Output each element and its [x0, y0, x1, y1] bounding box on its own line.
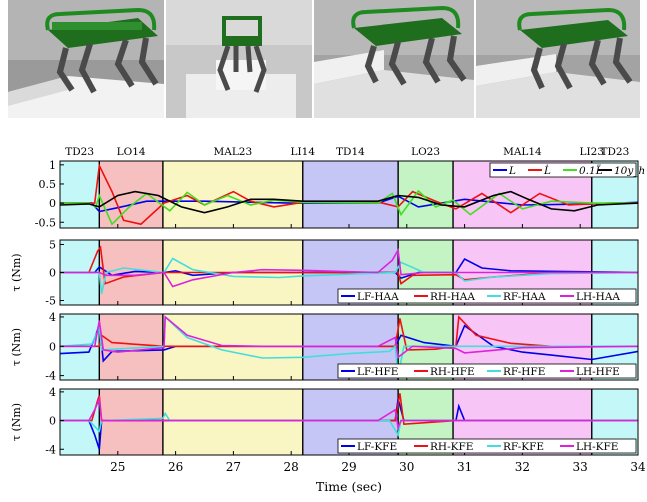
robot-on-step-image-3 [314, 0, 474, 118]
legend-label: LF-KFE [357, 441, 397, 453]
phase-label: LO23 [411, 146, 440, 158]
x-tick-label: 27 [226, 460, 241, 474]
y-tick-label: -0.5 [35, 216, 56, 229]
phase-band [60, 389, 100, 455]
y-tick-label: 0 [49, 415, 56, 428]
legend-label: L [508, 165, 516, 177]
legend-label: RF-HFE [503, 366, 545, 378]
legend-label: LF-HAA [357, 291, 399, 303]
subplot-2: -5 0 5 τ (Nm) LF-HAA RH-HAA RF-HAA LH-HAA [10, 238, 639, 308]
legend-label: LH-KFE [576, 441, 618, 453]
legend-label: RH-HFE [430, 366, 475, 378]
x-tick-label: 25 [110, 460, 125, 474]
series-line [60, 189, 638, 226]
y-tick-label: -5 [45, 295, 56, 308]
robot-on-step-image-2 [166, 0, 312, 118]
robot-snapshots [8, 0, 640, 118]
phase-band [162, 161, 303, 228]
snapshot-3 [314, 0, 474, 118]
legend-label: LF-HFE [357, 366, 398, 378]
y-tick-label: 1 [49, 159, 56, 172]
y-tick-label: 0 [49, 340, 56, 353]
series-line [60, 411, 638, 438]
phase-label: TD23 [65, 146, 94, 158]
y-tick-label: 0 [49, 197, 56, 210]
x-tick-label: 34 [630, 460, 646, 474]
legend: LF-KFE RH-KFE RF-KFE LH-KFE [337, 438, 637, 454]
series-line [60, 315, 638, 351]
robot-on-step-image-4 [476, 0, 640, 118]
x-tick-label: 29 [341, 460, 356, 474]
phase-band [398, 161, 454, 228]
legend-label: LH-HAA [576, 291, 620, 303]
legend-label: RF-HAA [503, 291, 546, 303]
robot-on-step-image-1 [8, 0, 164, 118]
series-line [60, 257, 639, 294]
phase-label: TD14 [336, 146, 365, 158]
y-tick-label: 5 [49, 238, 56, 251]
subplot-1: -0.5 0 0.5 1 L L̇ 0.1L̈ 10y_h [35, 159, 646, 229]
snapshot-4 [476, 0, 640, 118]
legend-label: 0.1L̈ [579, 164, 603, 177]
y-tick-label: -4 [45, 370, 56, 383]
phase-label: MAL23 [213, 146, 252, 158]
series-line [59, 190, 639, 214]
series-line [60, 395, 638, 431]
legend-label: LH-HFE [576, 366, 620, 378]
phase-band [162, 389, 303, 455]
legend-label: RH-KFE [430, 441, 473, 453]
y-tick-label: -4 [45, 443, 56, 456]
phase-band [99, 389, 163, 455]
legend-label: RH-HAA [430, 291, 475, 303]
x-tick-label: 31 [457, 460, 472, 474]
x-tick-label: 28 [284, 460, 299, 474]
phase-band [302, 161, 399, 228]
legend-label: 10y_h [614, 165, 645, 177]
x-tick-label: 30 [399, 460, 414, 474]
y-axis-label: τ (Nm) [10, 328, 23, 366]
x-axis-label: Time (sec) [316, 479, 382, 494]
y-tick-label: 0.5 [39, 178, 57, 191]
subplot-4: -4 0 4 τ (Nm) LF-KFE RH-KFE RF-KFE LH-KFE [10, 386, 639, 456]
phase-label: TD23 [600, 146, 629, 158]
torque-momentum-chart: TD23 LO14 MAL23 LI14 TD14 LO23 MAL14 LI23TD23-0… [10, 146, 646, 494]
snapshot-1 [8, 0, 164, 118]
y-tick-label: 0 [49, 267, 56, 280]
legend: LF-HAA RH-HAA RF-HAA LH-HAA [337, 288, 637, 304]
phase-label: LI14 [291, 146, 316, 158]
y-axis-label: τ (Nm) [10, 403, 23, 441]
x-tick-label: 26 [168, 460, 183, 474]
legend-label: RF-KFE [503, 441, 544, 453]
legend: L L̇ 0.1L̈ 10y_h [489, 162, 645, 178]
snapshot-2 [166, 0, 312, 118]
subplot-3: -4 0 4 τ (Nm) LF-HFE RH-HFE RF-HFE LH-HFE [10, 311, 639, 383]
phase-label: LO14 [117, 146, 146, 158]
series-line [60, 315, 639, 359]
x-tick-label: 33 [573, 460, 588, 474]
legend: LF-HFE RH-HFE RF-HFE LH-HFE [337, 363, 637, 379]
series-line [59, 315, 638, 376]
y-tick-label: 4 [49, 311, 56, 324]
phase-label: MAL14 [503, 146, 542, 158]
y-tick-label: 4 [49, 386, 56, 399]
series-line [60, 247, 638, 288]
y-axis-label: τ (Nm) [10, 253, 23, 291]
phase-label: LI23 [580, 146, 604, 158]
phase-band [60, 161, 100, 228]
x-tick-label: 32 [515, 460, 530, 474]
legend-label: L̇ [543, 164, 551, 177]
